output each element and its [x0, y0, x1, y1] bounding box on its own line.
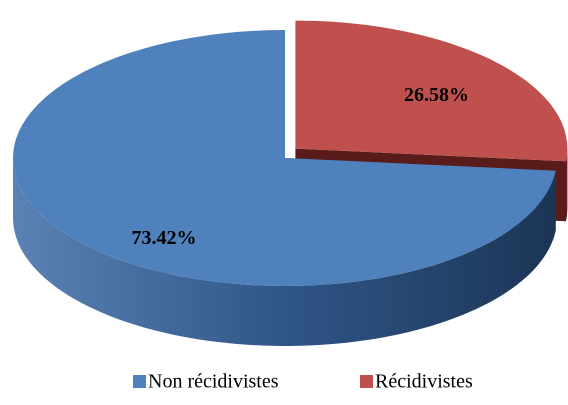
slice: 73.42% — [13, 30, 556, 346]
slice-side — [566, 148, 568, 222]
data-label: 26.58% — [404, 84, 469, 106]
data-label: 73.42% — [132, 227, 197, 249]
legend-label: Récidivistes — [375, 371, 473, 393]
slice-side — [13, 158, 556, 346]
plot: 26.58% 73.42% — [13, 20, 568, 346]
legend: Non récidivistes Récidivistes — [133, 371, 473, 393]
legend-swatch — [133, 375, 146, 388]
slice-top — [13, 30, 556, 286]
slice-top — [295, 20, 568, 162]
legend-swatch — [360, 375, 373, 388]
legend-label: Non récidivistes — [148, 371, 279, 393]
